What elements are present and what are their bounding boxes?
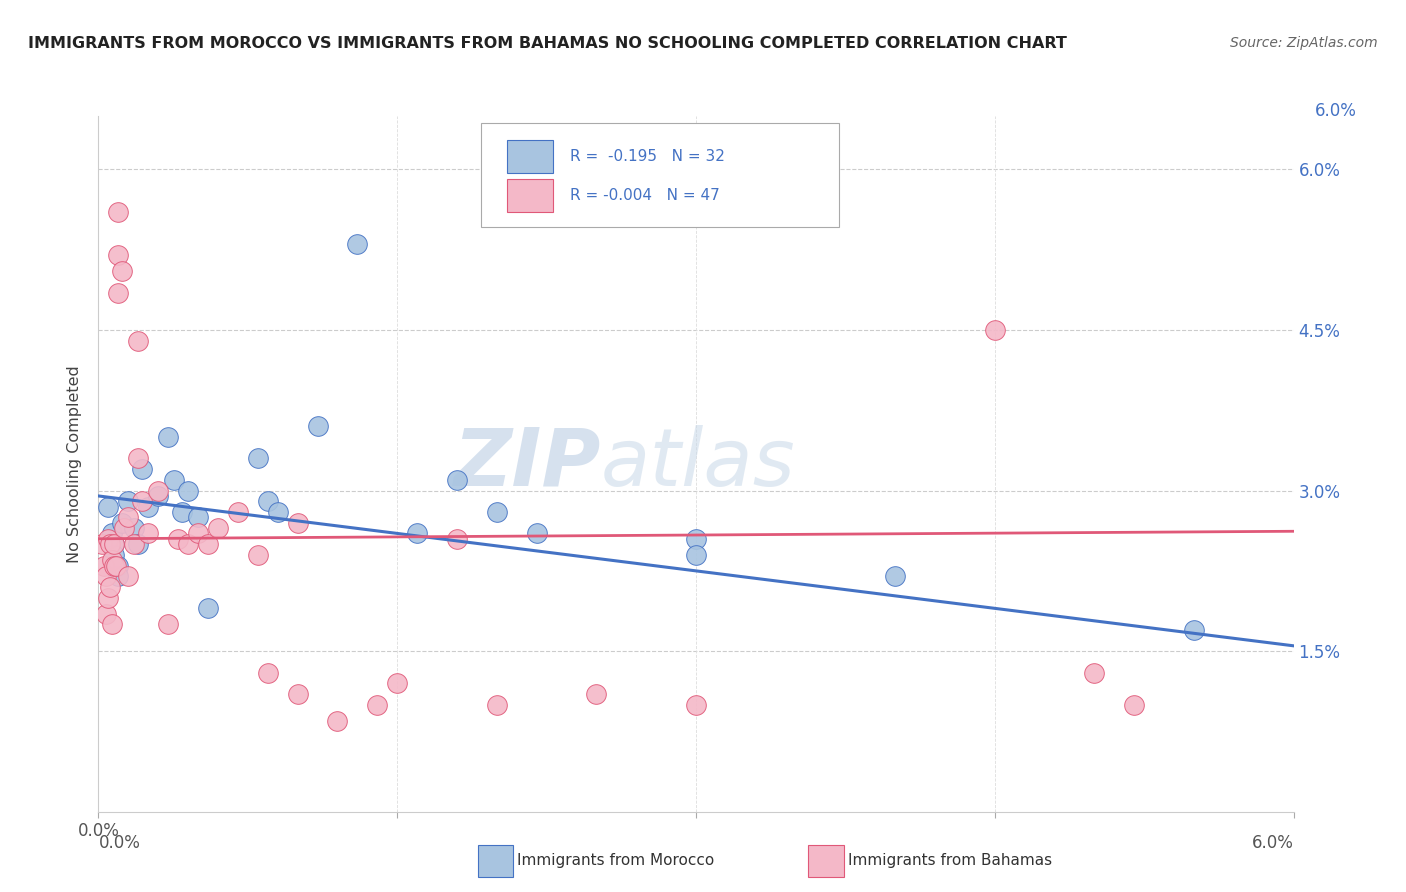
Point: [107, 285, 129, 300]
Point: [385, 676, 409, 690]
Point: [101, 526, 124, 541]
Point: [107, 248, 129, 262]
Point: [112, 521, 135, 535]
Point: [1083, 665, 1105, 680]
Point: [127, 537, 149, 551]
Point: [103, 537, 125, 551]
Point: [107, 558, 129, 573]
Point: [197, 601, 219, 615]
Point: [207, 521, 229, 535]
Point: [136, 526, 159, 541]
Point: [366, 698, 388, 712]
Point: [446, 473, 468, 487]
Point: [585, 687, 607, 701]
Point: [98, 537, 122, 551]
Point: [287, 687, 309, 701]
Point: [91, 537, 114, 551]
Point: [103, 558, 125, 573]
Point: [131, 494, 153, 508]
Point: [124, 521, 146, 535]
Point: [111, 264, 134, 278]
Point: [111, 516, 134, 530]
Point: [124, 537, 146, 551]
Point: [97, 500, 120, 514]
Point: [101, 553, 124, 567]
Point: [177, 483, 200, 498]
Point: [136, 500, 159, 514]
Point: [406, 526, 429, 541]
Point: [685, 548, 707, 562]
Point: [163, 473, 186, 487]
Point: [256, 494, 278, 508]
Point: [346, 237, 368, 252]
Point: [326, 714, 349, 728]
Text: Immigrants from Morocco: Immigrants from Morocco: [517, 854, 714, 868]
Point: [197, 537, 219, 551]
Point: [287, 516, 309, 530]
Point: [131, 462, 153, 476]
Point: [107, 205, 129, 219]
Point: [148, 489, 170, 503]
Point: [117, 569, 139, 583]
Point: [97, 591, 120, 605]
Point: [96, 569, 118, 583]
Text: IMMIGRANTS FROM MOROCCO VS IMMIGRANTS FROM BAHAMAS NO SCHOOLING COMPLETED CORREL: IMMIGRANTS FROM MOROCCO VS IMMIGRANTS FR…: [28, 36, 1067, 51]
Point: [485, 505, 508, 519]
Point: [96, 607, 118, 621]
Point: [105, 558, 128, 573]
Point: [157, 430, 180, 444]
Text: 6.0%: 6.0%: [1251, 834, 1294, 852]
Y-axis label: No Schooling Completed: No Schooling Completed: [67, 365, 83, 563]
Point: [307, 419, 329, 434]
Point: [177, 537, 200, 551]
Point: [103, 537, 125, 551]
Point: [187, 510, 209, 524]
Point: [1123, 698, 1146, 712]
Point: [187, 526, 209, 541]
FancyBboxPatch shape: [508, 178, 553, 212]
Point: [446, 532, 468, 546]
Point: [884, 569, 907, 583]
Point: [93, 558, 115, 573]
Point: [97, 532, 120, 546]
Text: 0.0%: 0.0%: [98, 834, 141, 852]
Point: [267, 505, 290, 519]
Point: [98, 580, 122, 594]
Text: Immigrants from Bahamas: Immigrants from Bahamas: [848, 854, 1052, 868]
Point: [117, 510, 139, 524]
Point: [103, 548, 125, 562]
Point: [148, 483, 170, 498]
Point: [256, 665, 278, 680]
Point: [226, 505, 249, 519]
FancyBboxPatch shape: [481, 123, 839, 227]
Text: R =  -0.195   N = 32: R = -0.195 N = 32: [571, 149, 725, 164]
Point: [1182, 623, 1205, 637]
Point: [246, 451, 269, 466]
Point: [107, 569, 129, 583]
Point: [984, 323, 1007, 337]
Text: Source: ZipAtlas.com: Source: ZipAtlas.com: [1230, 36, 1378, 50]
Point: [127, 334, 149, 348]
Point: [127, 451, 149, 466]
Text: ZIP: ZIP: [453, 425, 600, 503]
Point: [117, 494, 139, 508]
Text: atlas: atlas: [600, 425, 796, 503]
Point: [685, 698, 707, 712]
FancyBboxPatch shape: [508, 140, 553, 173]
Text: 6.0%: 6.0%: [1315, 103, 1357, 120]
Text: R = -0.004   N = 47: R = -0.004 N = 47: [571, 188, 720, 202]
Point: [167, 532, 190, 546]
Point: [485, 698, 508, 712]
Point: [157, 617, 180, 632]
Point: [246, 548, 269, 562]
Point: [101, 617, 124, 632]
Point: [526, 526, 548, 541]
Point: [685, 532, 707, 546]
Point: [172, 505, 194, 519]
